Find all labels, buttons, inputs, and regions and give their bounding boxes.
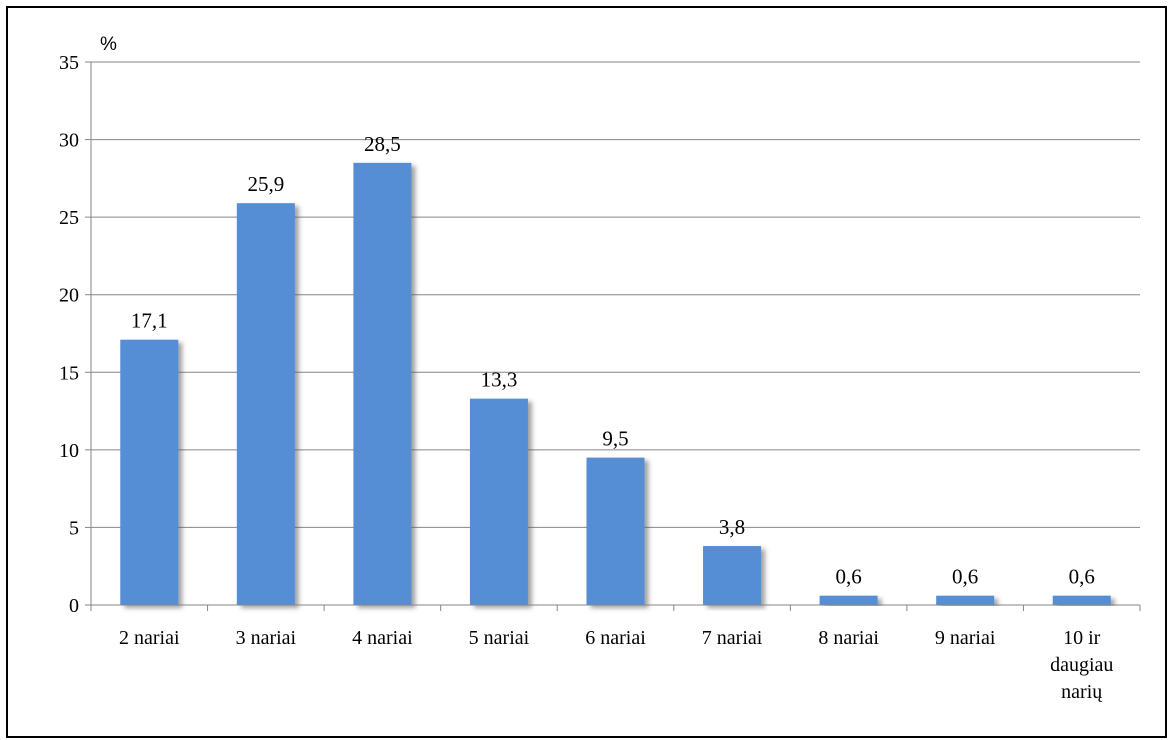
x-tick-label-8: 9 nariai — [935, 627, 996, 649]
x-tick-label-7: 8 nariai — [818, 627, 879, 649]
y-tick-label: 30 — [59, 130, 79, 152]
data-label-3: 28,5 — [364, 132, 401, 156]
data-label-8: 0,6 — [952, 565, 978, 589]
x-tick-label-6: 7 nariai — [702, 627, 763, 649]
bar-5 — [586, 457, 645, 605]
x-tick-label-9: 10 ir — [1063, 627, 1101, 649]
bar-2 — [236, 203, 295, 605]
x-tick-label-1: 2 nariai — [119, 627, 180, 649]
x-tick-label-9: daugiau — [1050, 654, 1113, 676]
data-label-5: 9,5 — [602, 427, 628, 451]
axes: 0 5 10 15 20 25 30 35 2 nariai 3 nariai 4 nariai 5 … — [59, 52, 1141, 703]
bar-4 — [469, 398, 528, 605]
bar-1 — [120, 339, 179, 605]
y-tick-label: 0 — [69, 595, 79, 617]
bar-9 — [1052, 595, 1111, 605]
y-tick-label: 10 — [59, 440, 79, 462]
y-tick-label: 5 — [69, 517, 79, 539]
bar-6 — [703, 546, 762, 605]
y-tick-label: 35 — [59, 52, 79, 74]
data-label-9: 0,6 — [1069, 565, 1095, 589]
data-label-6: 3,8 — [719, 515, 745, 539]
data-label-2: 25,9 — [247, 172, 284, 196]
x-tick-label-2: 3 nariai — [236, 627, 297, 649]
bar-3 — [353, 162, 412, 606]
y-tick-label: 15 — [59, 362, 79, 384]
data-label-4: 13,3 — [481, 368, 518, 392]
x-tick-label-3: 4 nariai — [352, 627, 413, 649]
x-tick-label-5: 6 nariai — [585, 627, 646, 649]
data-labels: 17,1 25,9 28,5 13,3 9,5 3,8 0,6 0,6 0,6 — [131, 132, 1095, 589]
bar-8 — [936, 595, 995, 605]
bars — [120, 162, 1111, 606]
data-label-1: 17,1 — [131, 309, 168, 333]
y-axis-unit-label: % — [100, 34, 117, 55]
y-tick-label: 25 — [59, 207, 79, 229]
bar-7 — [819, 595, 878, 605]
x-tick-label-9: narių — [1061, 681, 1103, 703]
y-tick-label: 20 — [59, 285, 79, 307]
data-label-7: 0,6 — [835, 565, 861, 589]
x-tick-label-4: 5 nariai — [469, 627, 530, 649]
